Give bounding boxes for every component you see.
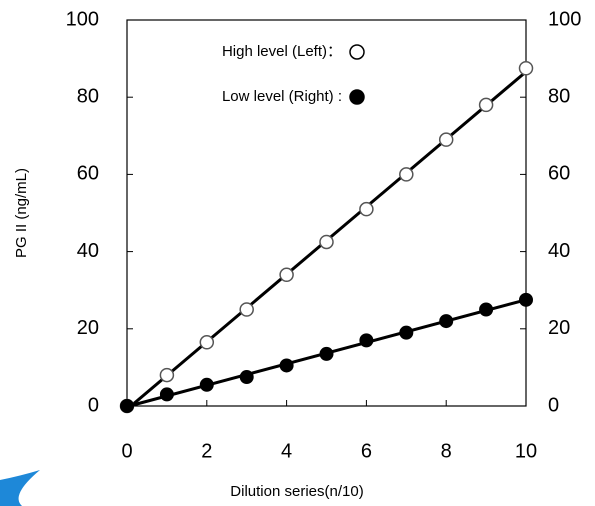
y2-tick-label: 40 bbox=[548, 240, 570, 262]
y-axis-label: PG II (ng/mL) bbox=[13, 168, 30, 258]
y-tick-label: 0 bbox=[88, 394, 99, 416]
y-tick-label: 80 bbox=[77, 85, 99, 107]
data-point bbox=[279, 358, 294, 373]
data-point bbox=[319, 234, 334, 250]
legend-label: High level (Left)： bbox=[222, 43, 342, 60]
legend-marker bbox=[349, 44, 365, 60]
data-point bbox=[359, 333, 374, 348]
y-tick-label: 60 bbox=[77, 163, 99, 185]
data-point bbox=[159, 367, 175, 383]
data-point bbox=[438, 132, 454, 147]
y2-tick-label: 60 bbox=[548, 163, 570, 185]
data-point bbox=[399, 325, 414, 340]
data-point bbox=[199, 335, 215, 350]
x-tick-label: 4 bbox=[281, 440, 292, 462]
y-tick-label: 100 bbox=[66, 8, 99, 30]
data-point bbox=[239, 370, 254, 385]
x-tick-label: 0 bbox=[121, 440, 132, 462]
x-axis-label: Dilution series(n/10) bbox=[230, 483, 363, 500]
data-point bbox=[479, 302, 494, 317]
data-point bbox=[359, 201, 374, 217]
x-tick-label: 6 bbox=[361, 440, 372, 462]
y2-tick-label: 0 bbox=[548, 394, 559, 416]
plot-frame bbox=[126, 19, 527, 407]
legend-marker bbox=[349, 89, 365, 105]
data-point bbox=[279, 267, 294, 283]
data-point bbox=[319, 346, 334, 361]
x-tick-label: 2 bbox=[201, 440, 212, 462]
data-point bbox=[439, 314, 454, 329]
data-point bbox=[518, 61, 534, 76]
x-tick-label: 8 bbox=[441, 440, 452, 462]
data-point bbox=[239, 302, 254, 317]
decoration bbox=[0, 470, 40, 506]
data-point bbox=[478, 97, 494, 113]
data-point bbox=[519, 292, 533, 307]
y-tick-label: 40 bbox=[77, 240, 99, 262]
y-tick-label: 20 bbox=[77, 317, 99, 339]
data-point bbox=[199, 377, 214, 392]
x-tick-label: 10 bbox=[515, 440, 537, 462]
legend-label: Low level (Right) : bbox=[222, 88, 342, 105]
y2-tick-label: 100 bbox=[548, 8, 581, 30]
y2-tick-label: 20 bbox=[548, 317, 570, 339]
y2-tick-label: 80 bbox=[548, 85, 570, 107]
data-point bbox=[399, 167, 414, 182]
data-point bbox=[159, 387, 174, 402]
data-point bbox=[120, 399, 134, 413]
